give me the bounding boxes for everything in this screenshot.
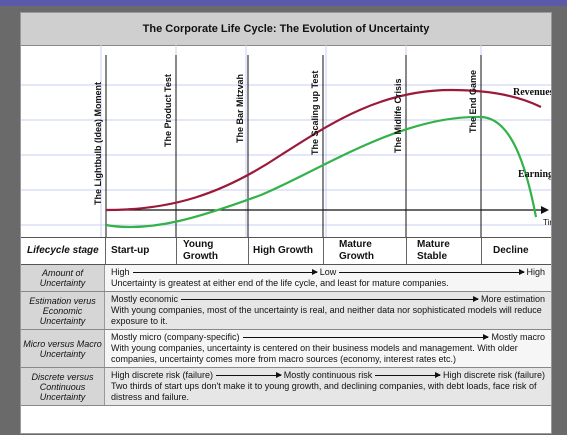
table-row: Amount of Uncertainty High Low High Unce… bbox=[21, 265, 551, 292]
row-description: With young companies, uncertainty is cen… bbox=[111, 343, 518, 364]
earnings-label: Earnings bbox=[518, 169, 551, 180]
time-label: Time bbox=[543, 218, 551, 227]
milestone-label: The End Game bbox=[468, 70, 478, 133]
milestone-label: The Scaling up Test bbox=[310, 71, 320, 155]
stage-startup: Start-up bbox=[111, 245, 150, 256]
milestone-label: The Lightbulb (Idea) Moment bbox=[93, 82, 103, 205]
earnings-curve bbox=[105, 115, 538, 229]
table-row: Discrete versus Continuous Uncertainty H… bbox=[21, 368, 551, 406]
table-row: Estimation verus Economic Uncertainty Mo… bbox=[21, 292, 551, 330]
stage-high-growth: High Growth bbox=[253, 245, 313, 256]
row-heading: Discrete versus Continuous Uncertainty bbox=[21, 368, 105, 405]
uncertainty-scale: Mostly economic More estimation bbox=[111, 294, 545, 305]
scale-end: More estimation bbox=[480, 294, 545, 304]
uncertainty-scale: Mostly micro (company-specific) Mostly m… bbox=[111, 332, 545, 343]
lifecycle-chart: Time Revenues Earnings The Lightbulb (Id… bbox=[21, 45, 551, 237]
row-description: With young companies, most of the uncert… bbox=[111, 305, 542, 326]
lifecycle-stage-label: Lifecycle stage bbox=[27, 245, 99, 256]
scale-end: Mostly macro bbox=[491, 332, 545, 342]
stage-mature-stable: Mature Stable bbox=[417, 239, 450, 262]
scale-start: Mostly micro (company-specific) bbox=[111, 332, 240, 342]
row-description: Uncertainty is greatest at either end of… bbox=[111, 278, 449, 288]
scale-start: High bbox=[111, 267, 130, 277]
lifecycle-stage-bar: Lifecycle stage Start-up Young Growth Hi… bbox=[21, 237, 551, 265]
row-heading: Amount of Uncertainty bbox=[21, 265, 105, 291]
row-heading: Estimation verus Economic Uncertainty bbox=[21, 292, 105, 329]
scale-end: High bbox=[526, 267, 546, 277]
milestone-label: The Product Test bbox=[163, 74, 173, 147]
stage-mature-growth: Mature Growth bbox=[339, 239, 374, 262]
milestone-lines bbox=[105, 55, 482, 237]
scale-mid: Low bbox=[319, 267, 337, 277]
time-axis-arrow bbox=[541, 206, 549, 214]
uncertainty-table: Amount of Uncertainty High Low High Unce… bbox=[21, 265, 551, 406]
table-row: Micro versus Macro Uncertainty Mostly mi… bbox=[21, 330, 551, 368]
row-description: Two thirds of start ups don't make it to… bbox=[111, 381, 537, 402]
window-top-strip bbox=[0, 0, 567, 6]
stage-young-growth: Young Growth bbox=[183, 239, 218, 262]
scale-end: High discrete risk (failure) bbox=[442, 370, 546, 380]
revenue-curve bbox=[105, 88, 542, 212]
scale-start: High discrete risk (failure) bbox=[111, 370, 214, 380]
slide-title: The Corporate Life Cycle: The Evolution … bbox=[21, 13, 551, 46]
uncertainty-scale: High Low High bbox=[111, 267, 545, 278]
scale-start: Mostly economic bbox=[111, 294, 179, 304]
revenue-label: Revenues bbox=[513, 87, 551, 98]
row-heading: Micro versus Macro Uncertainty bbox=[21, 330, 105, 367]
milestone-label: The Bar Mitzvah bbox=[235, 74, 245, 143]
scale-mid: Mostly continuous risk bbox=[283, 370, 373, 380]
slide: The Corporate Life Cycle: The Evolution … bbox=[20, 12, 552, 434]
uncertainty-scale: High discrete risk (failure) Mostly cont… bbox=[111, 370, 545, 381]
milestone-label: The Midlife Crisis bbox=[393, 78, 403, 153]
stage-decline: Decline bbox=[493, 245, 529, 256]
